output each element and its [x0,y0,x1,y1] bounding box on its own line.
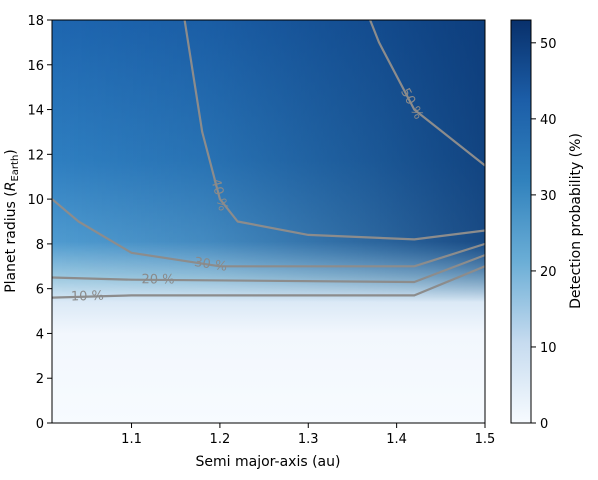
contour-lines [52,20,485,299]
y-tick-label: 0 [36,417,44,432]
y-tick-label: 4 [36,327,44,342]
y-tick-label: 14 [27,104,44,119]
y-tick-label: 18 [27,14,44,29]
colorbar-tick-label: 10 [540,341,557,356]
contour-line-20 [52,254,485,284]
plot-frame [51,19,486,424]
svg-text:30 %: 30 % [193,255,228,275]
svg-text:20 %: 20 % [141,272,174,287]
x-tick-label: 1.1 [121,432,142,447]
contour-line-30 [52,198,485,268]
y-tick-label: 2 [36,372,44,387]
colorbar-tick-label: 50 [540,37,557,52]
x-tick-label: 1.3 [298,432,319,447]
y-tick-label: 10 [27,193,44,208]
colorbar-label: Detection probability (%) [568,133,584,309]
colorbar-tick-label: 0 [540,417,548,432]
colorbar-tick-label: 40 [540,113,557,128]
contour-label-20: 20 % [141,272,174,287]
contour-line-10 [52,265,485,299]
colorbar-tick-label: 20 [540,265,557,280]
contour-label-40: 40 % [207,177,230,213]
contour-line-50 [369,20,485,167]
colorbar-ticks: 0 10 20 30 40 50 [531,37,557,432]
y-tick-label: 8 [36,238,44,253]
contour-line-40 [183,20,485,241]
y-tick-label: 16 [27,59,44,74]
contour-labels: 10 %20 %30 %40 %50 % [71,86,426,305]
y-axis-label: Planet radius (REarth) [3,149,21,293]
y-tick-label: 12 [27,148,44,163]
x-axis-ticks: 1.1 1.2 1.3 1.4 1.5 [121,423,495,447]
x-tick-label: 1.5 [475,432,496,447]
x-tick-label: 1.4 [386,432,407,447]
colorbar-gradient [510,19,532,424]
contour-label-30: 30 % [193,255,228,275]
colorbar-tick-label: 30 [540,189,557,204]
heatmap-right-shading [52,20,485,423]
heatmap-area [52,20,485,423]
x-tick-label: 1.2 [210,432,231,447]
svg-text:10 %: 10 % [71,289,104,305]
colorbar: 0 10 20 30 40 50 Detection probability (%) [510,19,584,432]
contour-label-10: 10 % [71,289,104,305]
y-tick-label: 6 [36,283,44,298]
x-axis-label: Semi major-axis (au) [196,454,341,470]
y-axis-ticks: 0 2 4 6 8 10 12 14 16 18 [27,14,52,432]
